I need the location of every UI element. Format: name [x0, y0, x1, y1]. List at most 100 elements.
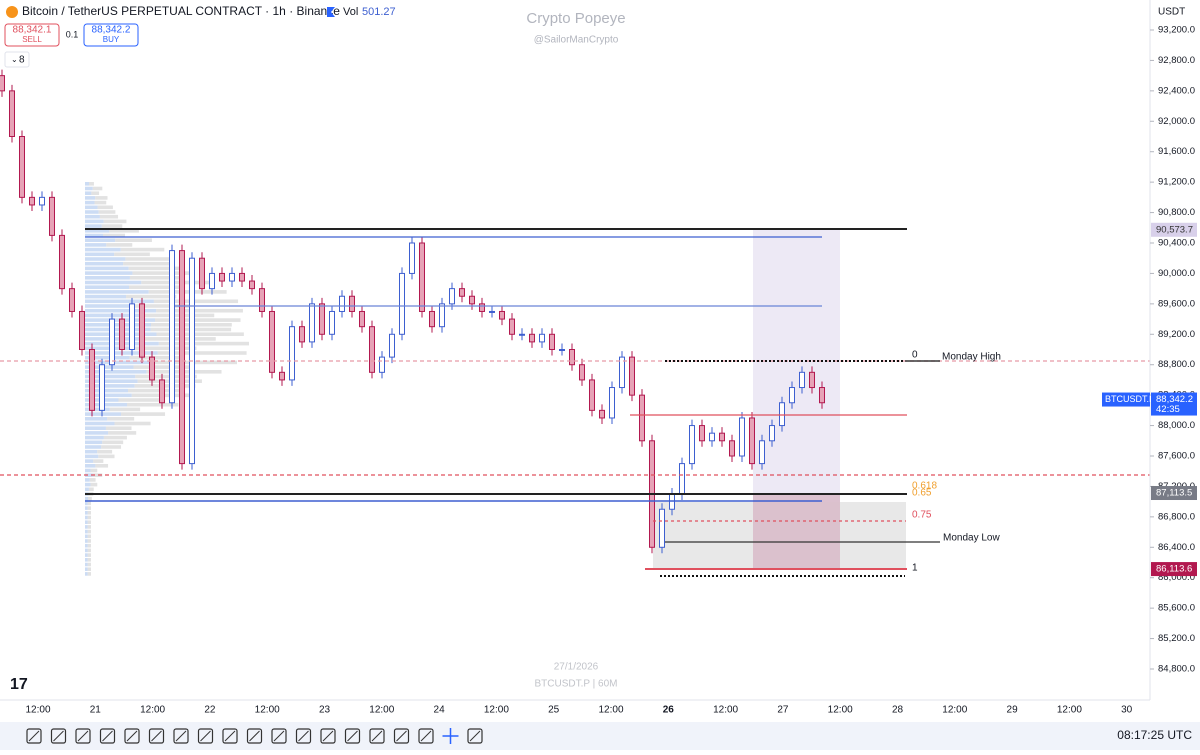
profile-bar — [85, 402, 128, 407]
profile-bar — [98, 454, 115, 459]
vol-label: Vol — [343, 6, 358, 18]
profile-bar — [85, 379, 138, 383]
profile-bar — [87, 515, 91, 520]
tool-icon[interactable] — [418, 728, 434, 744]
candle — [579, 364, 585, 381]
tool-icon[interactable] — [124, 728, 140, 744]
candle — [159, 379, 165, 404]
profile-bar — [132, 271, 191, 275]
profile-bar — [85, 562, 88, 567]
candle — [439, 303, 445, 328]
profile-bar — [107, 417, 135, 421]
profile-bar — [114, 252, 150, 257]
profile-bar — [85, 247, 121, 252]
tool-icon[interactable] — [99, 728, 116, 744]
watermark: Crypto Popeye — [526, 10, 625, 27]
tool-icon[interactable] — [344, 728, 361, 744]
profile-bar — [87, 543, 91, 548]
tool-icon[interactable] — [26, 728, 42, 744]
profile-bar — [85, 304, 134, 308]
profile-bar — [103, 233, 126, 238]
price-tick: 86,400.0 — [1158, 542, 1195, 553]
indicator-toggle[interactable] — [4, 51, 30, 68]
profile-bar — [85, 355, 130, 360]
tool-icon[interactable] — [271, 728, 287, 744]
profile-bar — [85, 370, 147, 374]
tool-icon[interactable] — [222, 728, 238, 744]
candle — [269, 310, 275, 373]
tool-icon[interactable] — [369, 728, 385, 744]
candle — [19, 136, 25, 198]
price-tick: 84,800.0 — [1158, 664, 1195, 675]
price-tick: 85,600.0 — [1158, 603, 1195, 614]
candle — [739, 417, 745, 457]
tool-icon[interactable] — [393, 728, 410, 744]
tool-icon — [77, 730, 89, 742]
profile-bar — [85, 553, 88, 557]
candle — [279, 371, 285, 381]
chevron: ⌄ — [11, 55, 18, 64]
time-tick: 12:00 — [255, 705, 280, 716]
tool-icon[interactable] — [197, 728, 214, 744]
profile-bar — [85, 266, 129, 271]
candle — [449, 288, 455, 305]
candle — [109, 318, 115, 366]
price-tick: 86,000.0 — [1158, 572, 1195, 583]
profile-bar — [85, 454, 99, 459]
indicator-count: 8 — [19, 55, 25, 66]
profile-bar — [85, 482, 91, 487]
candle — [429, 310, 435, 328]
candle — [509, 318, 515, 335]
candle — [689, 425, 695, 465]
candle — [89, 349, 95, 411]
countdown: 42:35 — [1156, 404, 1180, 415]
time-tick: 12:00 — [140, 705, 165, 716]
buy-button[interactable] — [83, 23, 139, 47]
profile-bar — [85, 449, 98, 454]
candle — [399, 272, 405, 335]
tool-icon[interactable] — [148, 728, 165, 744]
tool-icon — [396, 730, 407, 742]
profile-bar — [154, 318, 241, 322]
profile-bar — [89, 478, 96, 482]
profile-bar — [85, 252, 115, 257]
candle — [39, 196, 45, 206]
profile-bar — [87, 572, 91, 576]
profile-bar — [153, 360, 238, 365]
candle — [49, 196, 55, 236]
fib-label: 0.65 — [912, 488, 932, 499]
price-tick: 91,200.0 — [1158, 177, 1195, 188]
profile-bar — [85, 276, 130, 280]
profile-bar — [85, 186, 93, 191]
sell-button[interactable] — [4, 23, 60, 47]
candle — [719, 432, 725, 442]
profile-bar — [87, 506, 91, 510]
profile-bar — [95, 464, 109, 468]
profile-bar — [85, 435, 104, 440]
candle — [459, 288, 465, 297]
tool-icon[interactable] — [467, 728, 483, 744]
currency: USDT — [1158, 7, 1185, 18]
tool-icon — [442, 728, 459, 744]
candle — [679, 463, 685, 495]
profile-bar — [89, 182, 94, 186]
tool-icon[interactable] — [246, 728, 263, 744]
candle — [639, 394, 645, 442]
profile-bar — [85, 412, 122, 416]
profile-bar — [85, 431, 109, 435]
tool-icon[interactable] — [75, 728, 91, 744]
tool-icon[interactable] — [295, 728, 312, 744]
time-tick: 26 — [663, 705, 675, 716]
tool-icon[interactable] — [50, 728, 67, 744]
candle — [629, 356, 635, 396]
profile-bar — [85, 233, 104, 238]
price-tick: 90,000.0 — [1158, 268, 1195, 279]
candle — [289, 326, 295, 381]
buy-price: 88,342.2 — [92, 25, 131, 36]
profile-bar — [87, 553, 91, 557]
tool-icon[interactable] — [173, 728, 189, 744]
profile-bar — [88, 487, 94, 492]
profile-bar — [85, 238, 116, 242]
candle — [729, 440, 735, 457]
tool-icon[interactable] — [320, 728, 336, 744]
